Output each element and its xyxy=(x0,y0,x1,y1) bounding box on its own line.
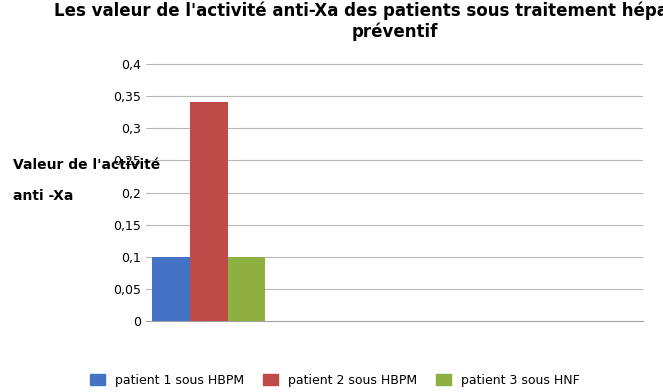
Legend: patient 1 sous HBPM, patient 2 sous HBPM, patient 3 sous HNF: patient 1 sous HBPM, patient 2 sous HBPM… xyxy=(86,370,583,391)
Text: Valeur de l'activité: Valeur de l'activité xyxy=(13,158,160,172)
Bar xyxy=(152,257,190,321)
Bar xyxy=(227,257,265,321)
Text: anti -Xa: anti -Xa xyxy=(13,189,74,203)
Bar xyxy=(190,102,227,321)
Title: Les valeur de l'activité anti-Xa des patients sous traitement héparinique
préven: Les valeur de l'activité anti-Xa des pat… xyxy=(54,1,663,41)
